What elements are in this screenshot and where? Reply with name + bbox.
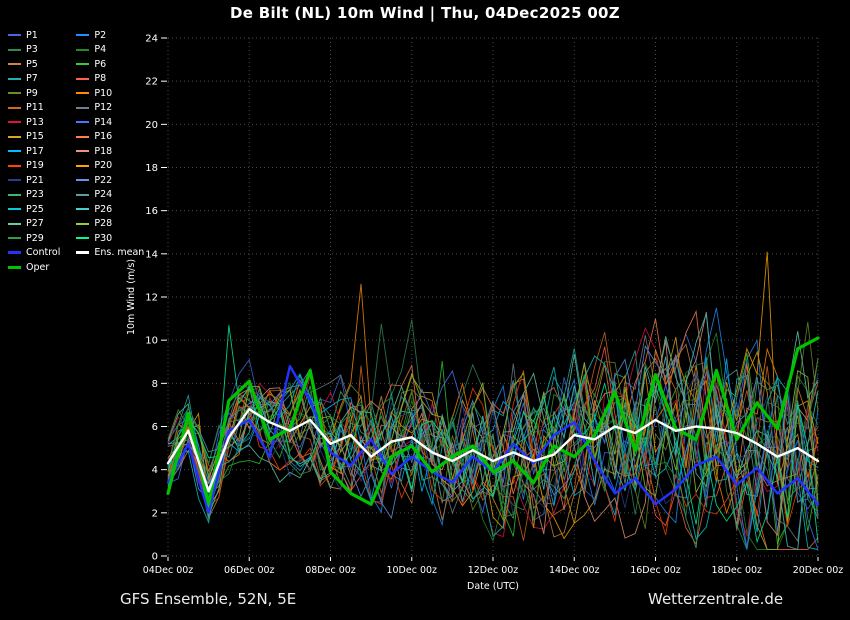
y-tick-label: 16 [145, 206, 158, 217]
y-tick-label: 24 [145, 34, 158, 45]
x-tick-label: 12Dec 00z [468, 565, 519, 576]
y-tick-label: 0 [152, 552, 158, 563]
footer-site-label: Wetterzentrale.de [648, 590, 783, 608]
x-axis-label: Date (UTC) [467, 581, 519, 592]
meteogram-page: De Bilt (NL) 10m Wind | Thu, 04Dec2025 0… [0, 0, 850, 620]
y-tick-label: 22 [145, 77, 158, 88]
y-tick-label: 4 [152, 465, 158, 476]
y-tick-label: 12 [145, 293, 158, 304]
y-tick-label: 6 [152, 422, 158, 433]
y-tick-label: 8 [152, 379, 158, 390]
wind-ensemble-chart: 02468101214161820222404Dec 00z06Dec 00z0… [0, 0, 850, 620]
y-tick-label: 10 [145, 336, 158, 347]
gridlines [168, 38, 818, 556]
x-tick-label: 20Dec 00z [793, 565, 844, 576]
y-axis-label: 10m Wind (m/s) [126, 259, 137, 335]
y-tick-label: 18 [145, 163, 158, 174]
y-tick-label: 20 [145, 120, 158, 131]
x-tick-label: 06Dec 00z [224, 565, 275, 576]
x-tick-label: 18Dec 00z [711, 565, 762, 576]
y-tick-label: 14 [145, 249, 158, 260]
x-tick-label: 16Dec 00z [630, 565, 681, 576]
ensemble-member-lines [168, 252, 818, 550]
footer-model-label: GFS Ensemble, 52N, 5E [120, 590, 296, 608]
x-tick-label: 10Dec 00z [386, 565, 437, 576]
y-tick-label: 2 [152, 508, 158, 519]
x-tick-label: 14Dec 00z [549, 565, 600, 576]
x-tick-label: 08Dec 00z [305, 565, 356, 576]
x-tick-label: 04Dec 00z [143, 565, 194, 576]
